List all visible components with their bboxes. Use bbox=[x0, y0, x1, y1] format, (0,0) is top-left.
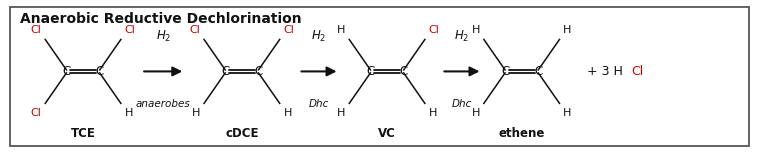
Text: Cl: Cl bbox=[631, 65, 644, 78]
Text: C: C bbox=[221, 65, 229, 78]
Text: Cl: Cl bbox=[283, 25, 294, 35]
Text: C: C bbox=[254, 65, 263, 78]
Text: cDCE: cDCE bbox=[225, 127, 259, 140]
Text: Dhc: Dhc bbox=[452, 99, 472, 109]
Text: C: C bbox=[62, 65, 71, 78]
Text: H: H bbox=[471, 25, 480, 35]
Text: H: H bbox=[337, 25, 345, 35]
Text: C: C bbox=[96, 65, 104, 78]
Text: anaerobes: anaerobes bbox=[136, 99, 191, 109]
Text: C: C bbox=[534, 65, 543, 78]
Text: Anaerobic Reductive Dechlorination: Anaerobic Reductive Dechlorination bbox=[20, 12, 302, 26]
Text: H: H bbox=[563, 25, 572, 35]
Text: $H_2$: $H_2$ bbox=[156, 29, 171, 44]
Text: H: H bbox=[192, 108, 200, 118]
Text: Cl: Cl bbox=[429, 25, 439, 35]
Text: Cl: Cl bbox=[30, 108, 42, 118]
Text: + 3 H: + 3 H bbox=[587, 65, 623, 78]
Text: H: H bbox=[471, 108, 480, 118]
Text: Dhc: Dhc bbox=[309, 99, 329, 109]
Text: Cl: Cl bbox=[190, 25, 200, 35]
Text: TCE: TCE bbox=[71, 127, 96, 140]
Text: H: H bbox=[429, 108, 437, 118]
Text: H: H bbox=[124, 108, 133, 118]
Text: VC: VC bbox=[378, 127, 396, 140]
Text: Cl: Cl bbox=[124, 25, 136, 35]
Text: H: H bbox=[337, 108, 345, 118]
Text: C: C bbox=[367, 65, 374, 78]
Text: Cl: Cl bbox=[30, 25, 42, 35]
Text: ethene: ethene bbox=[499, 127, 545, 140]
Text: C: C bbox=[399, 65, 408, 78]
Text: C: C bbox=[501, 65, 509, 78]
Text: H: H bbox=[283, 108, 291, 118]
Text: H: H bbox=[563, 108, 572, 118]
Text: $H_2$: $H_2$ bbox=[311, 29, 326, 44]
Text: $H_2$: $H_2$ bbox=[455, 29, 470, 44]
